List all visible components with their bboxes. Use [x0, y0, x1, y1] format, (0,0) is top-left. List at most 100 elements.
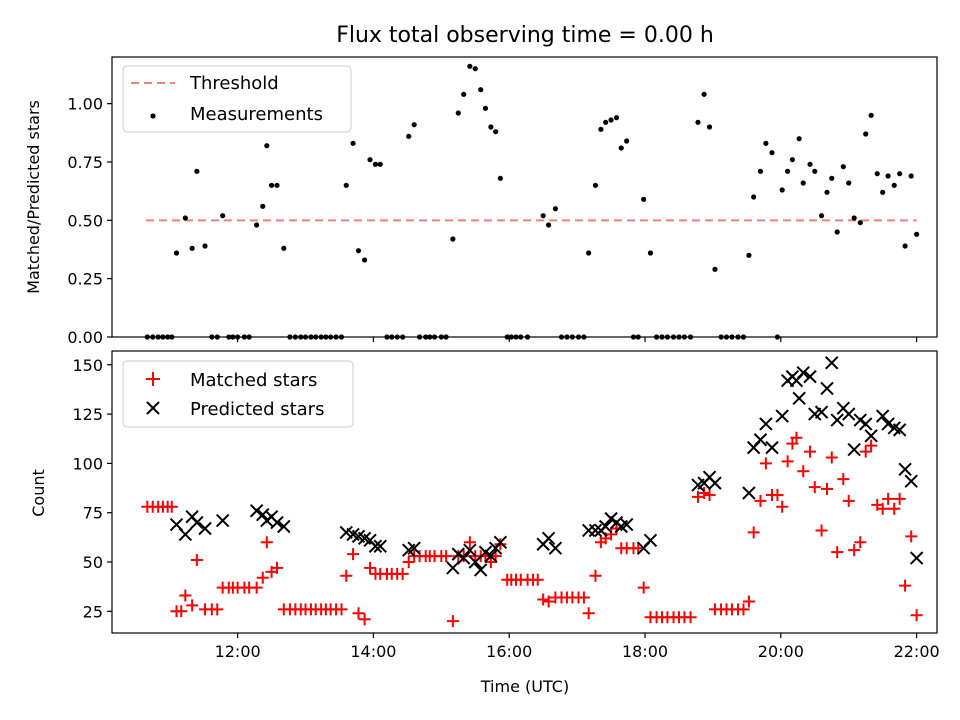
- measurement-point: [779, 187, 785, 193]
- matched-star-point: [747, 526, 760, 539]
- measurement-point: [857, 220, 863, 226]
- measurement-point: [406, 133, 412, 139]
- matched-star-point: [537, 593, 550, 606]
- measurement-point: [173, 250, 180, 256]
- x-tick-label: 16:00: [486, 642, 532, 661]
- measurement-point: [592, 182, 599, 188]
- measurement-point: [800, 180, 806, 186]
- measurement-point: [268, 182, 275, 188]
- predicted-star-point: [484, 549, 498, 563]
- measurement-point: [706, 124, 713, 130]
- measurement-point: [829, 175, 835, 181]
- predicted-star-point: [215, 513, 230, 528]
- matched-star-point: [165, 500, 178, 513]
- matched-star-point: [742, 595, 755, 608]
- measurement-point: [789, 157, 795, 163]
- legend-matched-label: Matched stars: [190, 370, 317, 391]
- predicted-star-point: [619, 517, 634, 532]
- measurement-point: [897, 171, 903, 177]
- measurement-point: [863, 131, 869, 137]
- measurement-point: [701, 91, 707, 97]
- matched-star-point: [754, 494, 767, 507]
- predicted-star-point: [864, 429, 878, 443]
- predicted-star-point: [493, 535, 508, 549]
- y-tick-label: 1.00: [67, 95, 103, 114]
- matched-star-point: [256, 571, 269, 584]
- x-tick-label: 22:00: [894, 642, 940, 661]
- predicted-star-point: [190, 515, 204, 530]
- top-plot-frame: [111, 56, 938, 338]
- measurement-point: [695, 119, 701, 125]
- matched-star-point: [854, 536, 867, 549]
- top-panel: Flux total observing time = 0.00 h Match…: [24, 23, 938, 347]
- predicted-star-point: [847, 442, 861, 457]
- measurement-point: [482, 105, 489, 111]
- measurement-point: [461, 91, 467, 97]
- measurement-point: [455, 110, 461, 116]
- predicted-star-point: [407, 541, 421, 555]
- matched-star-point: [781, 455, 794, 468]
- matched-star-point: [893, 492, 906, 505]
- measurement-point: [885, 173, 891, 179]
- measurement-point: [796, 136, 802, 142]
- measurement-point: [361, 257, 368, 263]
- y-tick-label: 75: [83, 504, 103, 523]
- measurement-point: [914, 231, 920, 237]
- measurement-point: [343, 182, 349, 188]
- matched-star-point: [815, 524, 828, 537]
- predicted-star-point: [588, 523, 603, 538]
- predicted-star-point: [753, 433, 768, 447]
- matched-star-point: [340, 569, 353, 582]
- matched-star-point: [347, 548, 360, 561]
- x-tick-label: 14:00: [350, 642, 396, 661]
- matched-star-point: [577, 591, 590, 604]
- matched-star-point: [605, 528, 618, 541]
- x-tick-label: 20:00: [758, 642, 804, 661]
- measurement-point: [194, 168, 200, 174]
- predicted-star-point: [881, 417, 895, 431]
- measurement-point: [874, 171, 880, 177]
- bottom-axis-ticks: 12:00 14:00 16:00 18:00 20:00 22:00 25 50 75 100 1…: [72, 356, 939, 661]
- measurement-point: [497, 175, 503, 181]
- matched-star-point: [190, 554, 203, 567]
- y-tick-label: 0.75: [67, 153, 103, 172]
- predicted-star-point: [277, 519, 291, 534]
- matched-star-point: [808, 481, 821, 494]
- measurement-point: [372, 161, 379, 167]
- measurement-point: [812, 168, 818, 174]
- matched-star-point: [691, 490, 704, 503]
- x-axis-label: Time (UTC): [480, 677, 569, 696]
- y-axis-label: Count: [29, 469, 48, 517]
- matched-star-point: [899, 579, 912, 592]
- predicted-star-point: [457, 551, 471, 565]
- predicted-star-point: [759, 417, 773, 431]
- measurement-point: [598, 126, 604, 132]
- measurement-point: [846, 180, 852, 186]
- predicted-star-point: [446, 561, 460, 575]
- measurement-point: [189, 245, 195, 251]
- measurement-point: [840, 164, 846, 170]
- matched-star-point: [589, 569, 602, 582]
- predicted-star-point: [875, 409, 890, 423]
- y-axis-label: Matched/Predicted stars: [24, 100, 43, 294]
- matched-star-point: [825, 451, 838, 464]
- counts-layer: [141, 356, 924, 628]
- predicted-star-point: [898, 462, 912, 477]
- legend-measurements-label: Measurements: [190, 104, 323, 125]
- predicted-star-point: [249, 504, 264, 518]
- measurement-point: [254, 222, 260, 228]
- matched-star-point: [888, 502, 901, 515]
- measurement-point: [641, 196, 647, 202]
- top-axis-ticks: 0.00 0.25 0.50 0.75 1.00: [67, 95, 918, 347]
- predicted-star-point: [775, 409, 789, 423]
- measurement-point: [264, 143, 270, 149]
- measurement-point: [746, 252, 752, 258]
- measurement-point: [450, 236, 456, 242]
- predicted-star-point: [708, 476, 722, 490]
- y-tick-label: 0.00: [67, 328, 103, 347]
- measurement-point: [281, 245, 287, 251]
- measurement-point: [603, 119, 609, 125]
- matched-star-point: [790, 431, 803, 444]
- y-tick-label: 25: [83, 602, 103, 621]
- measurement-point: [624, 138, 630, 144]
